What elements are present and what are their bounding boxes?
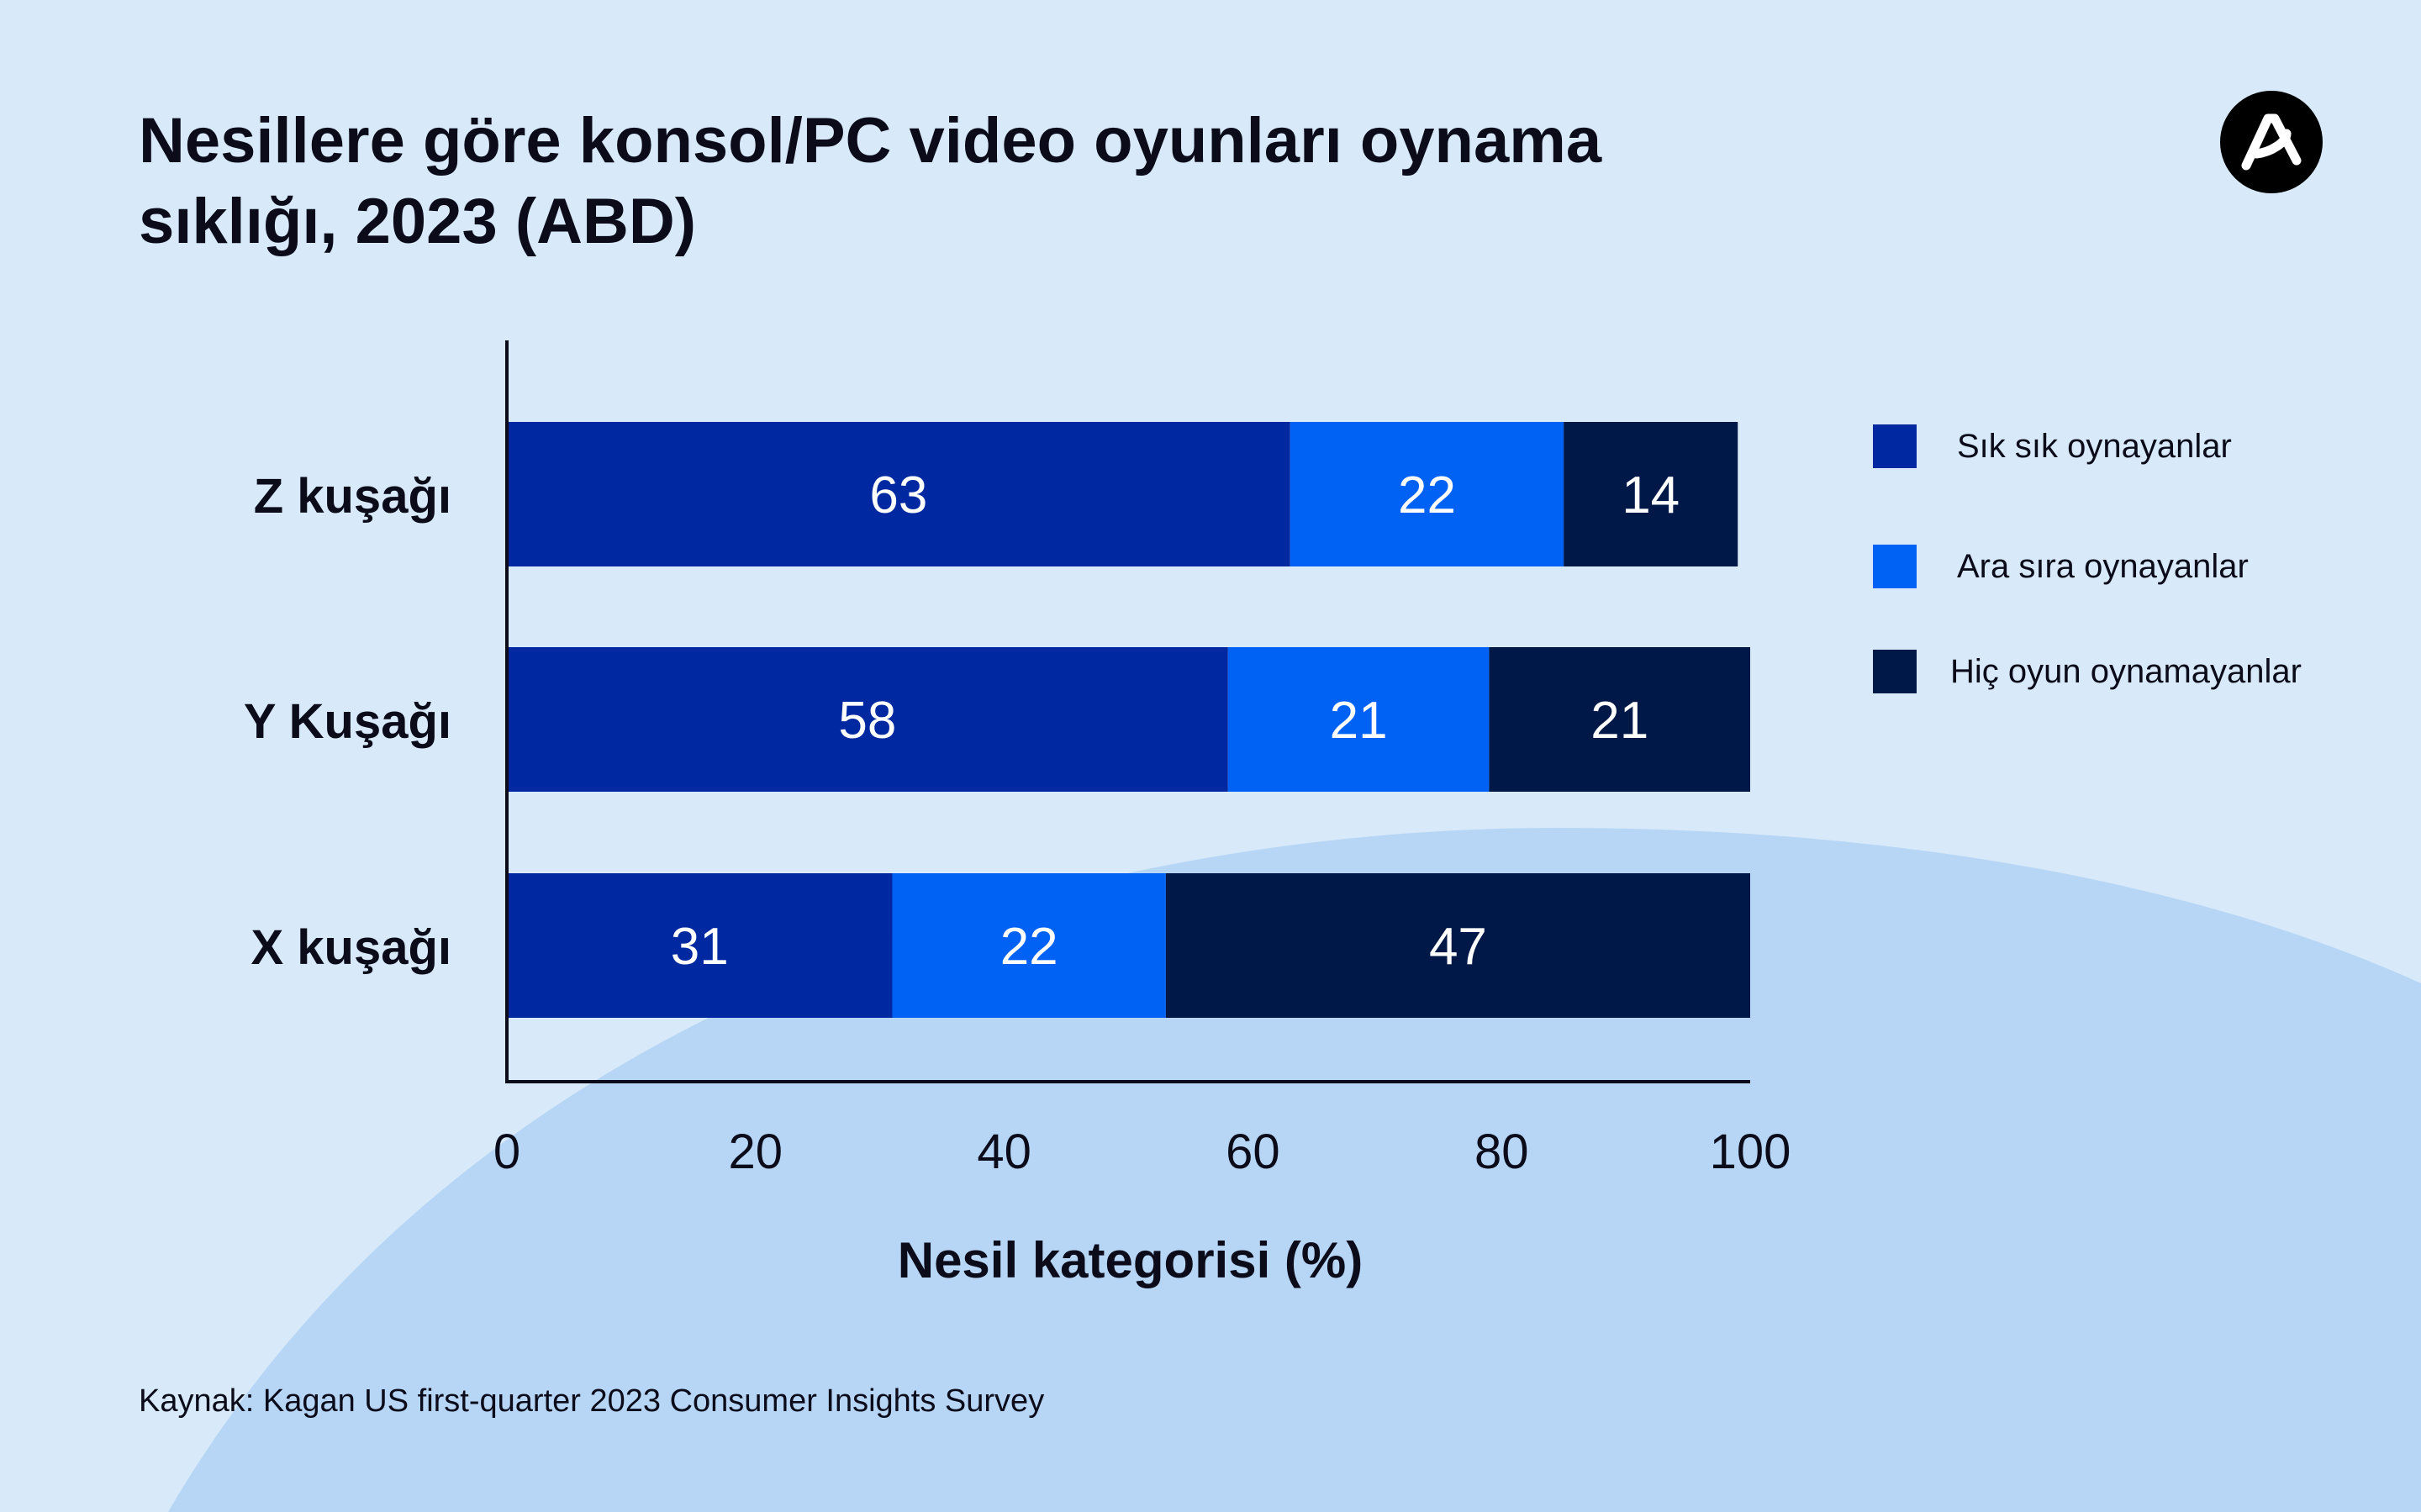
legend-label-occasional: Ara sıra oynayanlar: [1957, 547, 2249, 585]
bar-segment: [1227, 647, 1490, 792]
x-tick-label: 80: [1474, 1125, 1529, 1179]
x-axis-title: Nesil kategorisi (%): [898, 1232, 1363, 1288]
legend-swatch-frequent: [1873, 424, 1917, 468]
data-label: 22: [1000, 918, 1058, 976]
bar-segment: [1564, 422, 1738, 566]
bar-segment: [892, 873, 1166, 1018]
data-label: 22: [1398, 466, 1456, 524]
data-label: 31: [671, 918, 729, 976]
legend-item-never: Hiç oyun oynamayanlar: [1873, 650, 2302, 693]
bar-segment: [1489, 647, 1750, 792]
bar-segment: [1165, 873, 1750, 1018]
data-label: 21: [1590, 692, 1648, 750]
x-tick-label: 20: [729, 1125, 783, 1179]
data-label: 21: [1330, 692, 1388, 750]
x-tick-label: 40: [977, 1125, 1031, 1179]
x-tick-label: 60: [1226, 1125, 1280, 1179]
brand-logo-icon: [2220, 91, 2323, 193]
category-label: Y Kuşağı: [244, 694, 451, 749]
bar-segment: [1290, 422, 1564, 566]
legend-swatch-occasional: [1873, 545, 1917, 588]
chart-title: Nesillere göre konsol/PC video oyunları …: [139, 105, 1602, 257]
data-label: 63: [869, 466, 927, 524]
source-note: Kaynak: Kagan US first-quarter 2023 Cons…: [139, 1383, 1045, 1419]
category-label: X kuşağı: [251, 920, 451, 975]
legend-swatch-never: [1873, 650, 1917, 693]
legend-item-occasional: Ara sıra oynayanlar: [1873, 545, 2249, 588]
data-label: 58: [838, 692, 896, 750]
legend-label-never: Hiç oyun oynamayanlar: [1950, 652, 2302, 690]
legend-label-frequent: Sık sık oynayanlar: [1957, 427, 2232, 465]
x-tick-label: 100: [1710, 1125, 1791, 1179]
bar-segment: [507, 873, 893, 1018]
data-label: 14: [1622, 466, 1680, 524]
category-label: Z kuşağı: [254, 469, 451, 524]
legend-item-frequent: Sık sık oynayanlar: [1873, 424, 2232, 468]
x-tick-label: 0: [493, 1125, 520, 1179]
bar-segment: [507, 647, 1228, 792]
bar-segment: [507, 422, 1290, 566]
data-label: 47: [1429, 918, 1487, 976]
